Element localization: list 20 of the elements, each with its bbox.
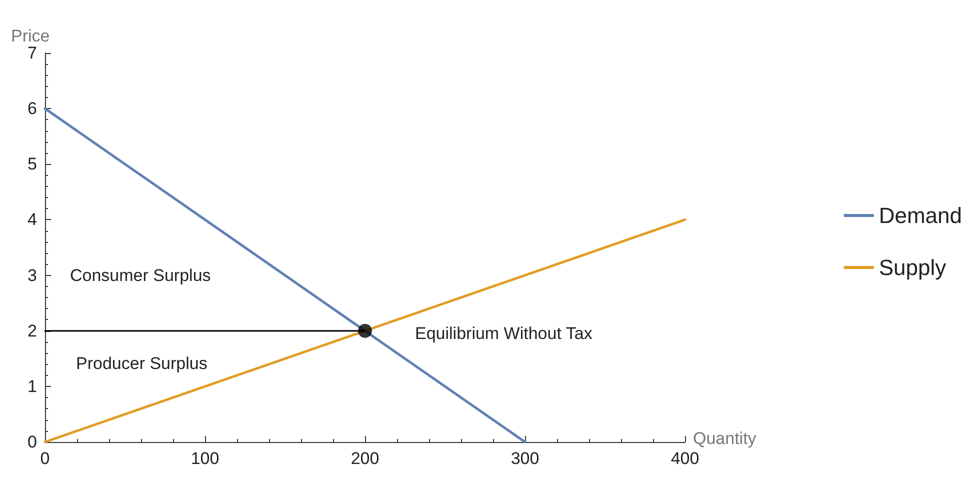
legend-label: Supply (878, 255, 946, 280)
x-axis-title: Quantity (693, 429, 757, 448)
x-tick-label: 300 (510, 449, 540, 468)
y-tick-label: 5 (28, 154, 37, 174)
annotation: Equilibrium Without Tax (415, 324, 593, 343)
y-tick-label: 1 (28, 376, 37, 396)
x-tick-label: 200 (350, 449, 380, 468)
y-tick-label: 2 (28, 321, 37, 340)
y-tick-label: 0 (28, 432, 37, 452)
y-tick-label: 4 (28, 210, 37, 230)
annotation: Consumer Surplus (70, 266, 211, 285)
x-tick-label: 0 (40, 449, 50, 468)
y-tick-label: 3 (28, 266, 37, 285)
x-tick-label: 100 (190, 449, 220, 468)
y-axis-title: Price (11, 26, 50, 46)
x-tick-label: 400 (670, 449, 700, 468)
legend-label: Demand (878, 203, 962, 228)
y-tick-label: 6 (28, 99, 37, 118)
y-tick-label: 7 (28, 44, 37, 62)
annotation: Producer Surplus (76, 354, 208, 373)
